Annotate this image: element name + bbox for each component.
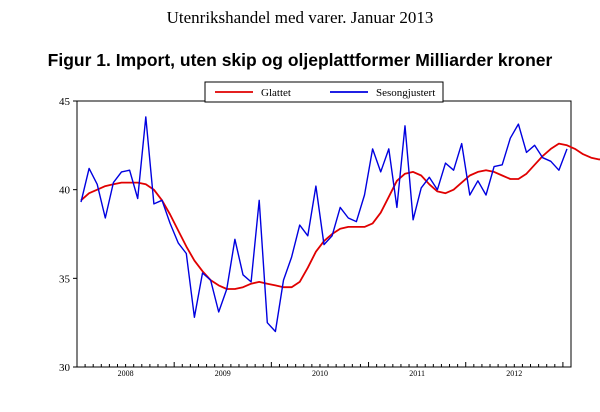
x-tick-label-2012: 2012 — [506, 369, 522, 378]
x-tick-label-2011: 2011 — [409, 369, 425, 378]
y-tick-label-35: 35 — [59, 273, 71, 285]
chart-lines — [80, 116, 600, 333]
plot-area — [76, 100, 572, 368]
chart-title: Figur 1. Import, uten skip og oljeplattf… — [47, 50, 553, 70]
y-tick-label-40: 40 — [59, 185, 71, 197]
y-tick-label-30: 30 — [59, 362, 71, 374]
axis-ticks: 30 35 40 45 2008 2009 2010 2011 2012 — [59, 96, 572, 378]
legend: Glattet Sesongjustert — [204, 81, 444, 103]
x-tick-label-2008: 2008 — [118, 369, 134, 378]
page-title: Utenrikshandel med varer. Januar 2013 — [166, 8, 434, 27]
series-line-sesongjustert — [80, 116, 568, 333]
legend-box — [204, 81, 444, 103]
legend-label-sesongjustert: Sesongjustert — [376, 87, 435, 99]
y-tick-label-45: 45 — [59, 96, 71, 108]
legend-label-glattet: Glattet — [261, 87, 291, 99]
x-tick-label-2009: 2009 — [215, 369, 231, 378]
series-line-glattet — [80, 142, 600, 290]
x-tick-label-2010: 2010 — [312, 369, 328, 378]
